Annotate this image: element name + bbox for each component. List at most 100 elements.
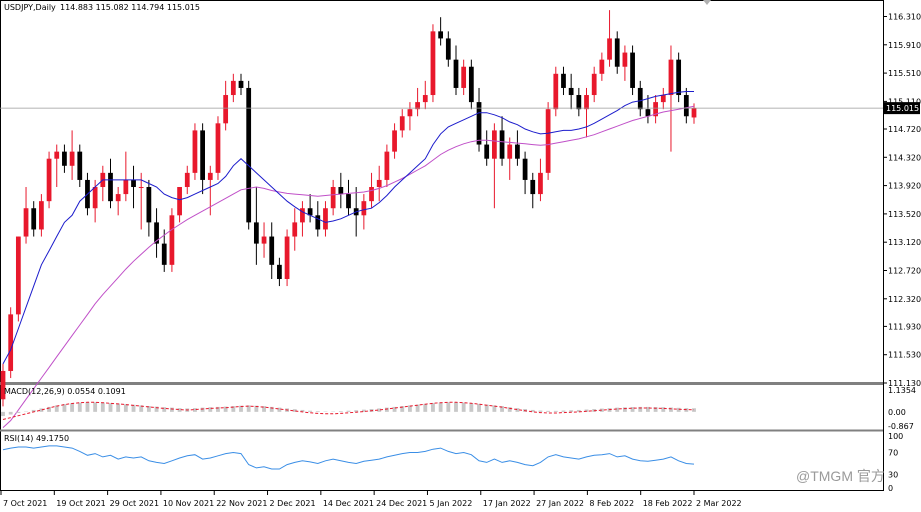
candle <box>576 87 582 117</box>
macd-tick-label: 0.00 <box>888 408 906 417</box>
rsi-tick-label: 30 <box>888 471 898 480</box>
candle <box>161 229 167 272</box>
candle <box>591 66 597 103</box>
candle-body <box>683 95 689 117</box>
candle <box>630 45 635 96</box>
candle <box>361 194 367 230</box>
rsi-line <box>2 445 695 470</box>
candle <box>230 73 236 103</box>
candle-body <box>445 38 451 60</box>
candle-body <box>476 102 482 145</box>
candle-body <box>576 95 582 110</box>
candle <box>584 87 589 138</box>
candle <box>307 194 313 223</box>
candle <box>676 52 682 103</box>
candle-body <box>261 236 267 244</box>
candle-body <box>161 243 167 265</box>
macd-tick-label: -0.867 <box>888 422 914 431</box>
candle <box>39 194 44 237</box>
candle <box>300 201 305 237</box>
candle <box>461 59 467 96</box>
candle <box>653 95 658 124</box>
time-axis: 7 Oct 2021 19 Oct 2021 29 Oct 2021 10 Nov 2… <box>0 491 742 508</box>
candle <box>54 144 60 188</box>
candle <box>131 165 136 209</box>
candle-body <box>515 144 520 159</box>
candle <box>660 87 666 110</box>
rsi-tick-label: 0 <box>888 484 893 493</box>
candle-body <box>346 194 351 209</box>
macd-label: MACD(12,26,9) 0.0554 0.1091 <box>4 387 126 396</box>
symbol-label: USDJPY,Daily <box>4 3 56 12</box>
candle <box>484 130 490 166</box>
y-tick-label: 113.920 <box>888 182 921 191</box>
x-tick-label: 29 Oct 2021 <box>110 499 159 508</box>
candle <box>515 130 520 166</box>
candle <box>269 222 275 279</box>
candle <box>346 179 351 216</box>
candle <box>622 45 628 81</box>
candle <box>507 137 513 180</box>
candle-body <box>184 172 190 188</box>
candle-body <box>269 236 275 265</box>
candle <box>261 222 267 258</box>
panel-frame <box>0 0 884 491</box>
candle-body <box>330 187 336 209</box>
candle-body <box>131 179 136 188</box>
candle-body <box>622 52 628 67</box>
candle <box>292 208 298 251</box>
candle-body <box>422 95 428 103</box>
candle <box>476 87 482 152</box>
candle-body <box>553 73 559 110</box>
candle <box>154 208 159 258</box>
candle <box>15 236 21 322</box>
candle <box>614 31 620 74</box>
candle-body <box>138 187 144 189</box>
candle <box>568 73 574 110</box>
candle-body <box>415 102 420 110</box>
candle <box>637 80 643 117</box>
candle <box>499 116 505 166</box>
candle <box>399 109 405 138</box>
y-tick-label: 112.320 <box>888 295 921 304</box>
candle <box>62 144 67 173</box>
candle-body <box>108 172 113 202</box>
rsi-panel: 100 70 30 0 <box>2 432 903 493</box>
candle <box>138 172 144 230</box>
x-tick-label: 18 Feb 2022 <box>643 499 693 508</box>
candle <box>284 229 290 287</box>
candle <box>645 95 651 124</box>
candle-body <box>39 201 44 230</box>
candle-body <box>284 236 290 279</box>
y-tick-label: 111.130 <box>888 379 921 388</box>
candle-body <box>468 66 474 103</box>
candle-body <box>538 172 543 195</box>
candle <box>530 172 536 209</box>
candle <box>599 52 605 81</box>
candle <box>8 307 14 379</box>
y-tick-label: 116.310 <box>888 12 921 21</box>
macd-panel: 1.1354 0.00 -0.867 <box>1 386 916 431</box>
x-tick-label: 24 Dec 2021 <box>376 499 427 508</box>
candle-body <box>614 38 620 67</box>
candle-body <box>607 38 612 60</box>
candle-body <box>630 52 635 88</box>
candle <box>415 87 420 117</box>
candle-body <box>568 87 574 96</box>
candle-body <box>407 109 413 117</box>
candle <box>323 201 328 237</box>
candle <box>453 45 459 96</box>
candle-body <box>253 222 259 244</box>
candle-body <box>561 73 566 88</box>
candle-body <box>599 59 605 74</box>
candle <box>46 151 52 209</box>
rsi-tick-label: 70 <box>888 449 898 458</box>
candle-body <box>246 87 252 223</box>
candle-body <box>461 66 467 88</box>
candle-body <box>230 80 236 96</box>
shift-marker-icon[interactable] <box>703 0 711 5</box>
ma-fast-line <box>2 91 694 365</box>
ohlc-label: 114.883 115.082 114.794 115.015 <box>60 3 200 12</box>
candle-body <box>660 95 666 103</box>
